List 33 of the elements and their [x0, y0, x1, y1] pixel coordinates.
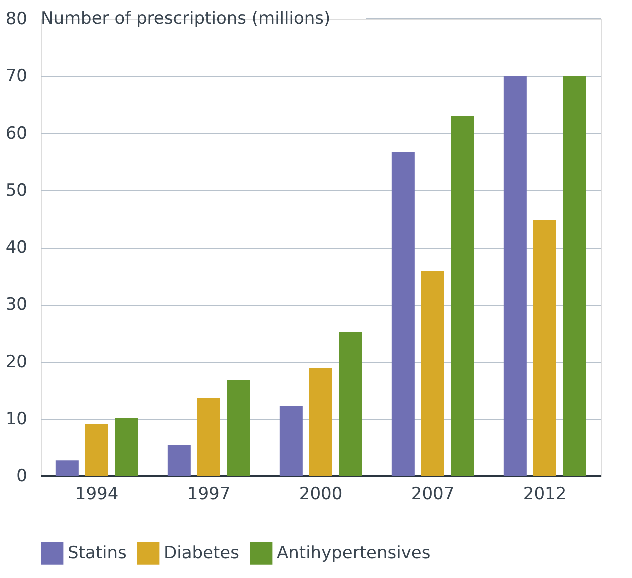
bar	[339, 332, 362, 476]
y-tick-label: 0	[16, 466, 28, 486]
legend-label: Statins	[68, 544, 128, 564]
x-tick-label: 2007	[411, 484, 455, 504]
x-tick-label: 1994	[75, 484, 119, 504]
bar	[198, 398, 220, 476]
bar	[227, 380, 250, 476]
bar	[115, 418, 138, 476]
y-tick-label: 80	[6, 10, 28, 30]
y-tick-label: 70	[6, 66, 28, 87]
bar	[563, 76, 586, 476]
bar	[451, 116, 474, 476]
y-tick-label: 40	[6, 238, 28, 258]
bar	[86, 424, 108, 476]
legend-label: Diabetes	[164, 544, 240, 564]
y-tick-label: 10	[6, 409, 28, 430]
y-tick-label: 50	[6, 180, 28, 201]
bar	[310, 368, 332, 476]
y-tick-label: 20	[6, 352, 28, 372]
x-tick-label: 2000	[299, 484, 343, 504]
x-tick-label: 1997	[187, 484, 231, 504]
bar	[422, 271, 444, 476]
y-tick-label: 30	[6, 295, 28, 316]
bar	[534, 220, 556, 476]
y-axis-title: Number of prescriptions (millions)	[41, 9, 331, 29]
bar	[168, 445, 191, 476]
bar	[392, 152, 415, 476]
bar	[56, 460, 79, 476]
y-tick-label: 60	[6, 124, 28, 144]
bar	[280, 406, 303, 476]
x-tick-label: 2012	[523, 484, 567, 504]
legend-label: Antihypertensives	[277, 544, 431, 564]
bar	[504, 76, 527, 476]
